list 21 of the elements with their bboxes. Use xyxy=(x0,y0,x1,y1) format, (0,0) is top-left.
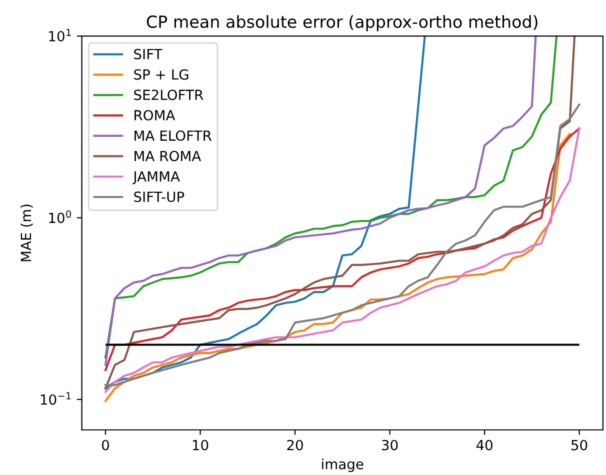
y-tick-label: 10$^{0}$ xyxy=(49,210,71,224)
legend-label: SE2LOFTR xyxy=(134,90,204,100)
line-series xyxy=(104,36,426,390)
x-tick-label: 40 xyxy=(476,440,492,450)
y-tick-label: 10$^{−1}$ xyxy=(40,392,71,405)
legend-label: ROMA xyxy=(134,110,176,121)
x-tick-label: 30 xyxy=(382,440,398,450)
legend-label: SP + LG xyxy=(134,69,188,80)
x-axis-title: image xyxy=(322,458,364,472)
legend-label: SIFT-UP xyxy=(134,192,184,202)
legend-label: MA ELOFTR xyxy=(134,130,212,141)
legend-label: JAMMA xyxy=(132,171,180,184)
legend-label: MA ROMA xyxy=(134,150,202,162)
x-tick-label: 0 xyxy=(102,440,109,450)
x-tick-label: 20 xyxy=(287,440,303,450)
y-axis-title: MAE (m) xyxy=(20,204,33,262)
x-tick-label: 10 xyxy=(192,440,208,450)
chart-title: CP mean absolute error (approx-ortho method) xyxy=(146,15,538,32)
legend-label: SIFT xyxy=(134,48,162,60)
y-tick-label: 10$^{1}$ xyxy=(49,28,71,42)
x-tick-label: 50 xyxy=(572,440,588,450)
